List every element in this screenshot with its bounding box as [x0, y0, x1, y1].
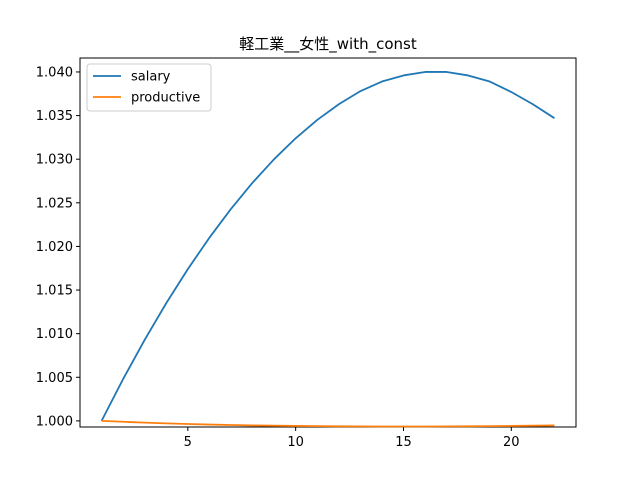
- legend-label-salary: salary: [131, 70, 171, 85]
- plot-area: [79, 57, 577, 428]
- y-tick-label: 1.000: [36, 414, 73, 429]
- x-axis: 5 10 15 20: [184, 427, 520, 450]
- y-tick-label: 1.015: [36, 284, 73, 299]
- y-tick-label: 1.030: [36, 153, 73, 168]
- y-tick-label: 1.020: [36, 240, 73, 255]
- y-tick-label: 1.010: [36, 327, 73, 342]
- y-axis: 1.000 1.005 1.010 1.015 1.020 1.025 1.030 1.035…: [36, 65, 80, 429]
- series-line-productive: [101, 419, 555, 428]
- legend-label-productive: productive: [131, 91, 200, 106]
- y-tick-label: 1.035: [36, 109, 73, 124]
- y-tick-label: 1.005: [36, 371, 73, 386]
- legend: salary productive: [86, 63, 212, 112]
- x-tick-label: 15: [395, 435, 412, 450]
- x-tick-label: 10: [287, 435, 304, 450]
- y-tick-label: 1.040: [36, 65, 73, 80]
- chart-title: 軽工業__女性_with_const: [239, 35, 417, 54]
- x-tick-label: 20: [503, 435, 520, 450]
- y-tick-label: 1.025: [36, 196, 73, 211]
- x-tick-label: 5: [184, 435, 192, 450]
- series-line-salary: [100, 71, 555, 422]
- series-lines: [100, 71, 555, 428]
